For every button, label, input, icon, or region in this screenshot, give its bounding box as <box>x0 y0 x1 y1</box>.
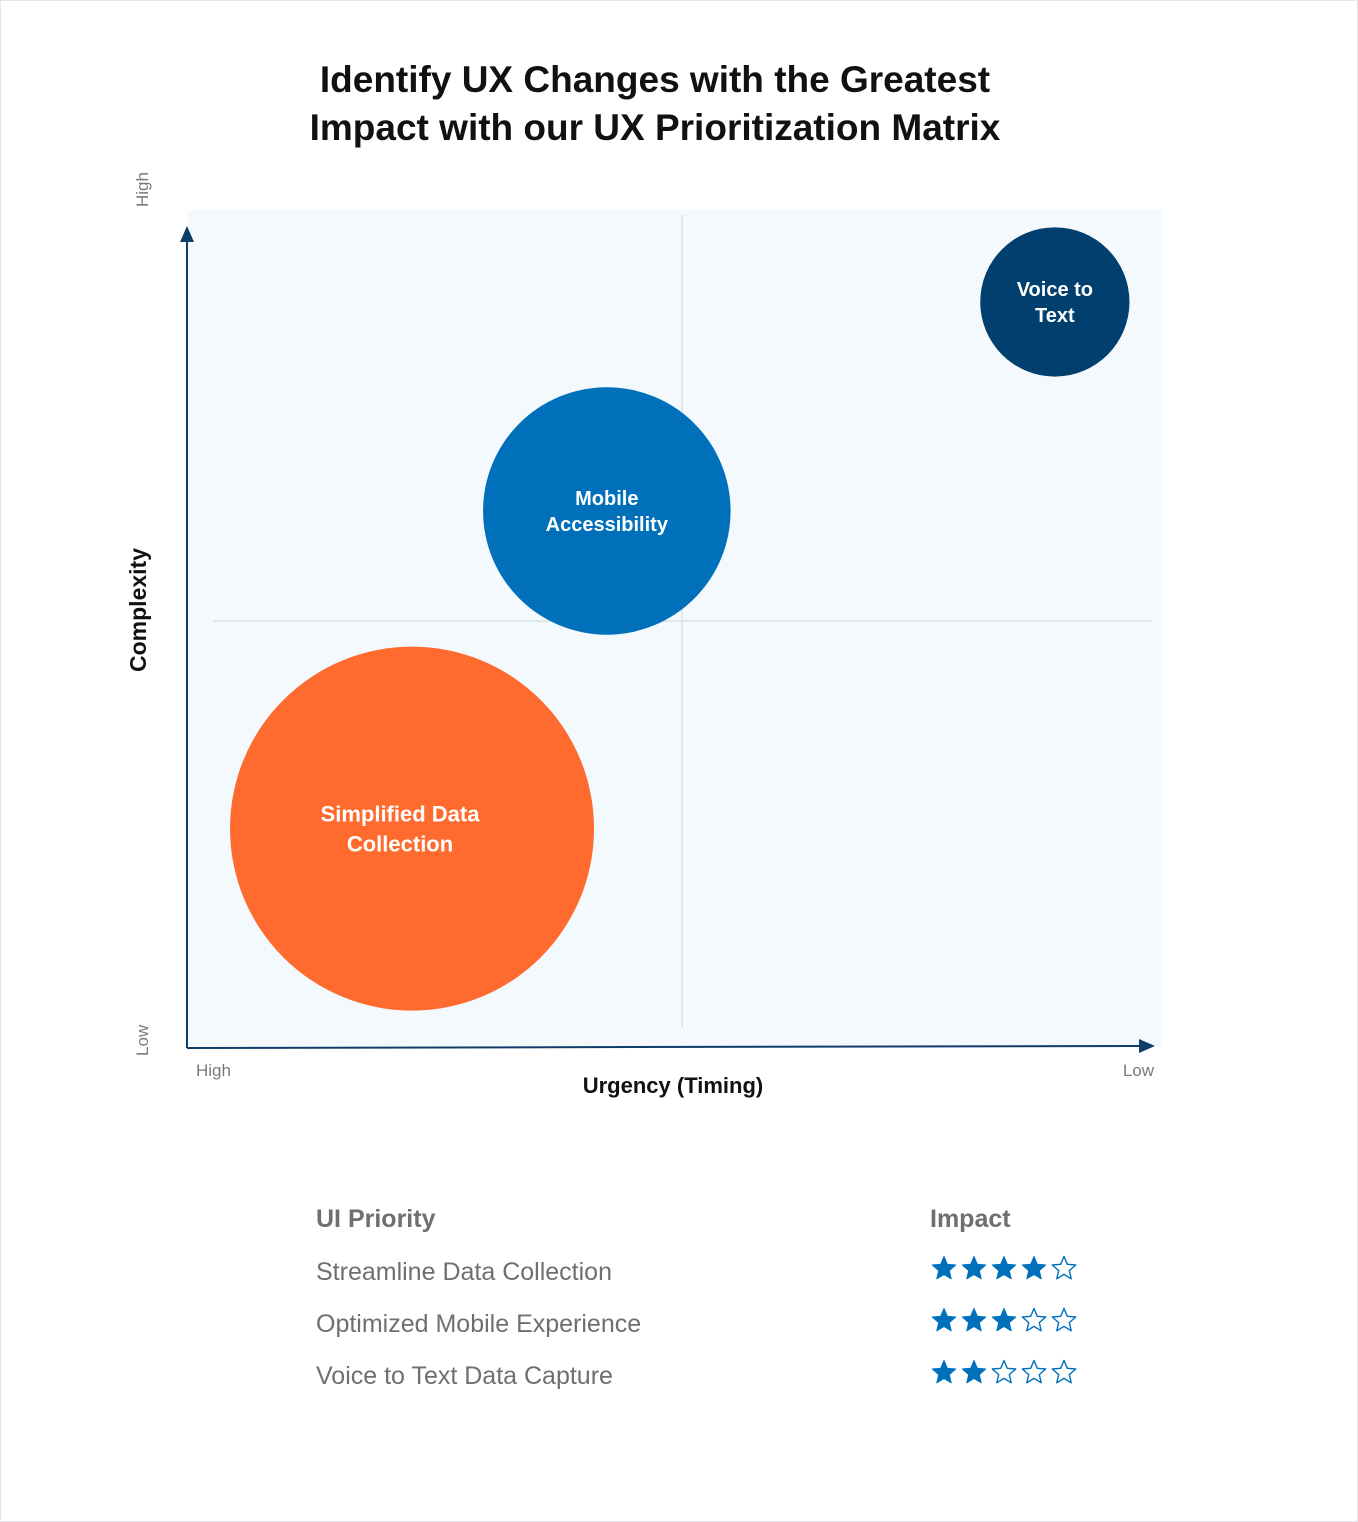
priority-label: Streamline Data Collection <box>316 1258 612 1286</box>
title-line-2: Impact with our UX Prioritization Matrix <box>309 107 1001 148</box>
bubble-circle <box>483 387 731 635</box>
bubble-circle <box>980 227 1130 377</box>
star-outline-icon <box>1021 1307 1047 1332</box>
star-filled-icon <box>931 1360 957 1384</box>
impact-rating <box>930 1254 1078 1282</box>
table-header-impact: Impact <box>930 1205 1011 1233</box>
star-outline-icon <box>991 1359 1017 1384</box>
bubble-circle <box>230 646 595 1011</box>
bubble-mobile-accessibility: Mobile Accessibility <box>483 387 731 635</box>
priority-label: Voice to Text Data Capture <box>316 1362 613 1390</box>
x-tick-start: High <box>196 1061 231 1080</box>
star-filled-icon <box>1021 1256 1047 1280</box>
bubble-label: Text <box>1035 305 1075 327</box>
star-outline-icon <box>1021 1359 1047 1384</box>
star-filled-icon <box>931 1308 957 1332</box>
bubble-label: Mobile <box>575 488 638 510</box>
page-title: Identify UX Changes with the Greatest Im… <box>0 56 1310 152</box>
star-outline-icon <box>1051 1307 1077 1332</box>
table-row: Streamline Data Collection <box>316 1255 1116 1302</box>
star-filled-icon <box>991 1308 1017 1332</box>
bubble-label: Simplified Data <box>321 802 481 827</box>
star-filled-icon <box>991 1256 1017 1280</box>
star-filled-icon <box>931 1256 957 1280</box>
star-filled-icon <box>961 1308 987 1332</box>
y-tick-start: Low <box>133 1024 152 1056</box>
impact-rating <box>930 1358 1078 1386</box>
y-axis-label: Complexity <box>125 548 151 672</box>
priority-label: Optimized Mobile Experience <box>316 1310 642 1338</box>
table-row: Voice to Text Data Capture <box>316 1359 1116 1406</box>
bubble-label: Accessibility <box>546 514 669 536</box>
bubble-label: Collection <box>347 832 453 857</box>
bubble-voice-to-text: Voice to Text <box>980 227 1130 377</box>
prioritization-matrix-chart: Simplified Data Collection Mobile Accessibi… <box>125 172 1162 1098</box>
bubble-simplified-data-collection: Simplified Data Collection <box>230 646 595 1011</box>
bubble-label: Voice to <box>1017 279 1093 301</box>
x-axis-line <box>186 1045 1141 1049</box>
star-filled-icon <box>961 1256 987 1280</box>
x-axis-arrow-icon <box>1139 1039 1155 1053</box>
impact-rating <box>930 1306 1078 1334</box>
star-outline-icon <box>1051 1255 1077 1280</box>
star-filled-icon <box>961 1360 987 1384</box>
y-tick-end: High <box>133 172 152 207</box>
x-axis-label: Urgency (Timing) <box>583 1073 764 1098</box>
title-line-1: Identify UX Changes with the Greatest <box>319 59 991 100</box>
table-row: Optimized Mobile Experience <box>316 1307 1116 1354</box>
star-outline-icon <box>1051 1359 1077 1384</box>
table-header-ui-priority: UI Priority <box>316 1205 436 1233</box>
x-tick-end: Low <box>1123 1061 1155 1080</box>
y-axis-arrow-icon <box>180 226 194 242</box>
